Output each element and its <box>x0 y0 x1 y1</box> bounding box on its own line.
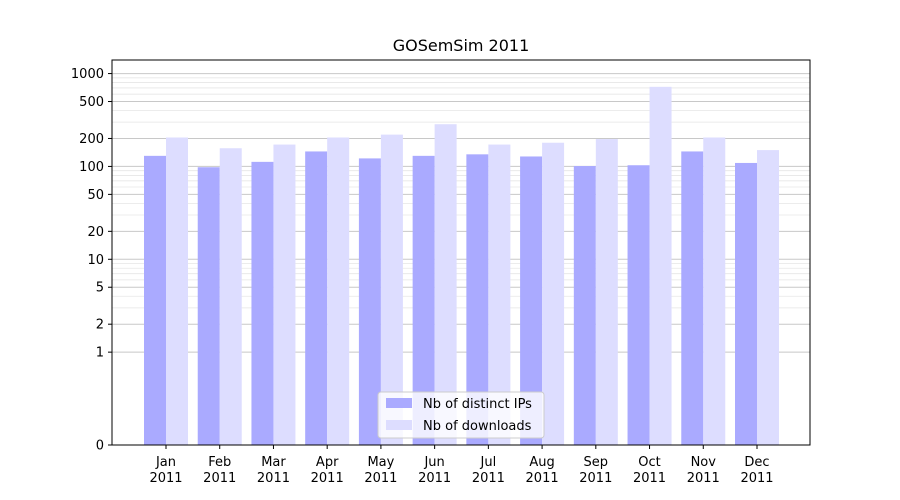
x-tick-label-sep: Sep 2011 <box>579 455 612 486</box>
legend: Nb of distinct IPs Nb of downloads <box>377 391 545 439</box>
bar-distinct-ips-oct <box>627 165 650 445</box>
bar-downloads-sep <box>595 139 618 445</box>
bar-downloads-apr <box>327 137 350 445</box>
x-tick-label-apr: Apr 2011 <box>311 455 344 486</box>
x-tick-label-dec: Dec 2011 <box>740 455 773 486</box>
bar-downloads-jul <box>488 144 511 445</box>
y-tick-label: 10 <box>87 253 104 268</box>
bar-distinct-ips-mar <box>251 161 274 445</box>
y-tick-label: 1 <box>96 346 104 361</box>
bar-downloads-jan <box>166 137 188 445</box>
chart-title: GOSemSim 2011 <box>393 36 530 55</box>
x-tick-label-nov: Nov 2011 <box>687 455 720 486</box>
bar-downloads-may <box>380 134 403 445</box>
bar-distinct-ips-dec <box>735 162 757 446</box>
x-tick-label-jul: Jul 2011 <box>472 455 505 486</box>
bar-downloads-oct <box>649 86 672 445</box>
x-tick-label-may: May 2011 <box>364 455 397 486</box>
y-tick-label: 50 <box>87 188 104 203</box>
y-tick-label: 5 <box>96 281 104 296</box>
x-tick-label-jan: Jan 2011 <box>149 455 182 486</box>
y-tick-label: 1000 <box>71 67 104 82</box>
y-tick-label: 0 <box>96 439 104 454</box>
bar-downloads-mar <box>273 144 296 445</box>
bar-distinct-ips-may <box>358 158 381 445</box>
bar-distinct-ips-sep <box>573 166 596 445</box>
bar-distinct-ips-aug <box>520 156 543 445</box>
y-tick-label: 20 <box>87 225 104 240</box>
x-tick-label-feb: Feb 2011 <box>203 455 236 486</box>
legend-label-ips: Nb of distinct IPs <box>423 397 532 412</box>
x-axis: Jan 2011 Feb 2011 Mar 2011 Apr 2011 May 2011 Jun 20… <box>149 445 774 486</box>
y-tick-label: 200 <box>79 132 104 147</box>
y-axis: 0 1 2 5 10 20 50 100 200 500 1000 <box>71 67 112 454</box>
bar-layer <box>144 86 779 446</box>
y-tick-label: 100 <box>79 160 104 175</box>
bar-distinct-ips-apr <box>305 151 328 445</box>
bar-distinct-ips-jul <box>466 154 489 445</box>
plot-frame <box>111 59 811 446</box>
bar-downloads-feb <box>219 148 242 446</box>
bar-distinct-ips-nov <box>681 151 704 445</box>
y-tick-label: 2 <box>96 318 104 333</box>
legend-swatch-ips <box>386 398 412 408</box>
bar-downloads-dec <box>757 150 779 445</box>
legend-swatch-downloads <box>386 420 412 430</box>
x-tick-label-mar: Mar 2011 <box>257 455 290 486</box>
bar-downloads-nov <box>703 137 726 445</box>
bar-distinct-ips-feb <box>197 167 220 445</box>
legend-box <box>377 391 545 439</box>
bar-downloads-jun <box>434 124 457 445</box>
legend-label-downloads: Nb of downloads <box>423 419 532 434</box>
x-tick-label-aug: Aug 2011 <box>526 455 559 486</box>
bar-downloads-aug <box>542 142 565 445</box>
x-tick-label-jun: Jun 2011 <box>418 455 451 486</box>
y-tick-label: 500 <box>79 95 104 110</box>
bar-distinct-ips-jun <box>412 155 435 445</box>
bar-distinct-ips-jan <box>144 155 166 445</box>
x-tick-label-oct: Oct 2011 <box>633 455 666 486</box>
